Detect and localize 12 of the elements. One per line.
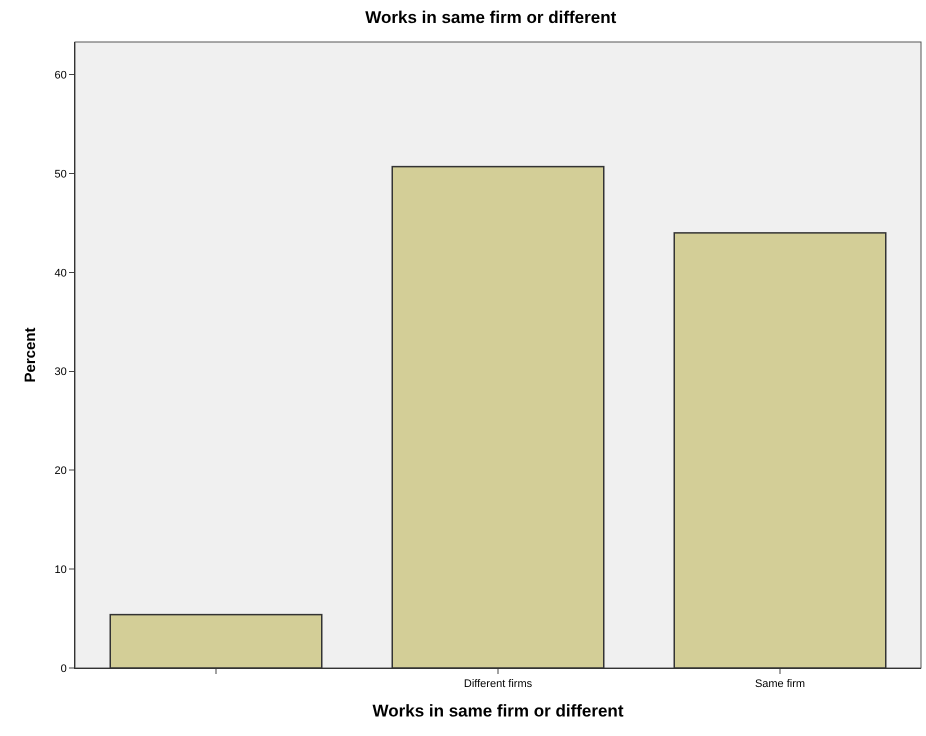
x-tick-label: Different firms <box>464 678 533 690</box>
y-tick-label: 0 <box>60 662 67 675</box>
y-tick-label: 10 <box>54 564 67 576</box>
y-tick-label: 30 <box>54 366 67 378</box>
y-tick-label: 20 <box>54 465 67 478</box>
x-axis-title: Works in same firm or different <box>372 702 624 721</box>
x-tick-label: Same firm <box>754 678 806 690</box>
y-tick-label: 40 <box>54 267 67 280</box>
y-tick-label: 60 <box>54 69 67 82</box>
chart-title: Works in same firm or different <box>365 8 617 27</box>
y-axis-title: Percent <box>22 327 39 383</box>
y-tick-label: 50 <box>54 168 67 180</box>
